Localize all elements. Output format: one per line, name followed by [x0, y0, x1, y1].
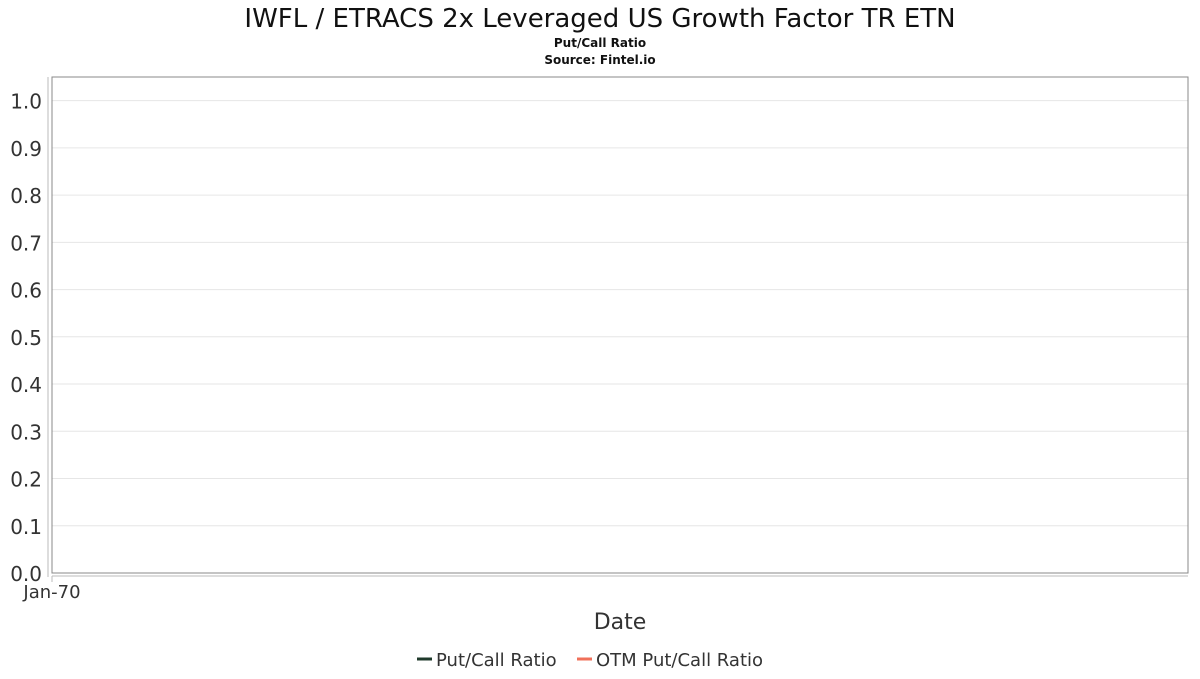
- y-tick-label: 1.0: [10, 90, 42, 114]
- chart-title: IWFL / ETRACS 2x Leveraged US Growth Fac…: [244, 4, 955, 34]
- legend-item[interactable]: Put/Call Ratio: [417, 650, 557, 671]
- y-tick-label: 0.4: [10, 373, 42, 397]
- grid-lines: [52, 100, 1188, 527]
- x-tick-label: Jan-70: [22, 582, 80, 603]
- y-tick-label: 0.7: [10, 231, 42, 255]
- legend-item[interactable]: OTM Put/Call Ratio: [577, 650, 763, 671]
- y-tick-label: 0.0: [10, 562, 42, 586]
- chart-subtitle: Put/Call Ratio: [554, 36, 646, 50]
- y-tick-label: 0.8: [10, 184, 42, 208]
- y-tick-label: 0.5: [10, 326, 42, 350]
- legend-label: Put/Call Ratio: [436, 650, 557, 671]
- legend[interactable]: Put/Call Ratio OTM Put/Call Ratio: [417, 650, 763, 671]
- y-axis-ticks: 0.0 0.1 0.2 0.3 0.4 0.5 0.6 0.7 0.8 0.9 1.0: [10, 90, 42, 586]
- y-tick-label: 0.6: [10, 279, 42, 303]
- x-axis-label: Date: [594, 610, 647, 635]
- x-axis-ticks: Jan-70: [22, 576, 81, 603]
- y-tick-label: 0.1: [10, 515, 42, 539]
- plot-area: [51, 76, 1189, 574]
- y-tick-label: 0.3: [10, 420, 42, 444]
- y-tick-label: 0.9: [10, 137, 42, 161]
- y-tick-label: 0.2: [10, 468, 42, 492]
- chart-source: Source: Fintel.io: [544, 53, 655, 67]
- legend-label: OTM Put/Call Ratio: [596, 650, 763, 671]
